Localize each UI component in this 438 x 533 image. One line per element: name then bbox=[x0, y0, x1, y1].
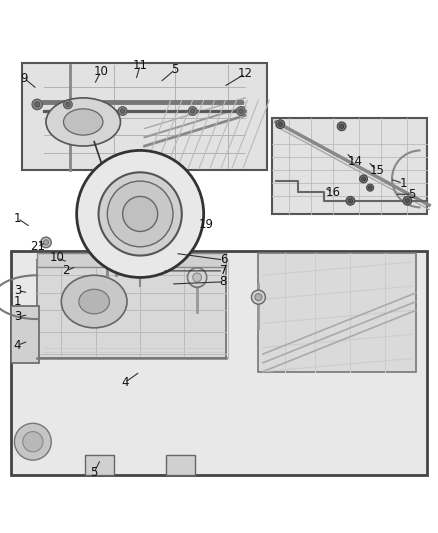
Circle shape bbox=[337, 122, 346, 131]
Circle shape bbox=[405, 199, 410, 203]
Text: 5: 5 bbox=[91, 466, 98, 479]
Circle shape bbox=[123, 197, 158, 231]
Circle shape bbox=[339, 124, 344, 128]
Text: 2: 2 bbox=[62, 264, 70, 277]
Bar bbox=[22, 63, 267, 170]
Circle shape bbox=[32, 99, 42, 110]
Circle shape bbox=[77, 150, 204, 278]
Text: 7: 7 bbox=[219, 264, 227, 277]
Text: 10: 10 bbox=[49, 251, 64, 264]
Circle shape bbox=[107, 258, 116, 266]
Circle shape bbox=[110, 247, 122, 260]
Bar bbox=[272, 118, 427, 214]
Circle shape bbox=[193, 276, 201, 284]
Text: 5: 5 bbox=[408, 188, 415, 201]
Text: 15: 15 bbox=[369, 164, 384, 176]
Text: 6: 6 bbox=[219, 253, 227, 266]
Circle shape bbox=[118, 107, 127, 115]
Circle shape bbox=[239, 109, 243, 113]
Bar bbox=[258, 253, 416, 372]
Circle shape bbox=[360, 175, 367, 183]
Text: 3: 3 bbox=[14, 310, 21, 324]
Text: 19: 19 bbox=[198, 219, 213, 231]
Text: 1: 1 bbox=[14, 295, 21, 308]
Circle shape bbox=[64, 100, 72, 109]
Circle shape bbox=[191, 109, 195, 113]
Circle shape bbox=[251, 290, 265, 304]
Bar bbox=[37, 253, 226, 266]
Circle shape bbox=[188, 107, 197, 115]
Circle shape bbox=[348, 199, 353, 203]
Circle shape bbox=[14, 423, 51, 460]
Ellipse shape bbox=[46, 98, 120, 146]
Circle shape bbox=[403, 197, 412, 205]
Circle shape bbox=[43, 240, 49, 245]
Ellipse shape bbox=[61, 275, 127, 328]
Text: 3: 3 bbox=[14, 284, 21, 297]
Text: 4: 4 bbox=[121, 376, 129, 389]
Circle shape bbox=[99, 172, 182, 255]
Text: 21: 21 bbox=[30, 240, 45, 253]
Ellipse shape bbox=[64, 109, 103, 135]
Circle shape bbox=[23, 432, 43, 452]
Circle shape bbox=[193, 273, 201, 282]
Circle shape bbox=[100, 237, 114, 251]
Circle shape bbox=[189, 272, 205, 287]
Text: 5: 5 bbox=[172, 63, 179, 76]
Circle shape bbox=[187, 268, 207, 287]
Circle shape bbox=[276, 120, 285, 128]
Circle shape bbox=[107, 181, 173, 247]
Circle shape bbox=[361, 177, 365, 181]
Text: 14: 14 bbox=[347, 155, 362, 168]
Circle shape bbox=[109, 237, 123, 251]
Text: 1: 1 bbox=[399, 177, 407, 190]
Text: 1: 1 bbox=[14, 212, 21, 225]
Bar bbox=[37, 260, 226, 359]
Circle shape bbox=[35, 102, 40, 107]
Circle shape bbox=[101, 247, 113, 260]
Circle shape bbox=[278, 122, 283, 126]
Circle shape bbox=[120, 109, 125, 113]
Ellipse shape bbox=[79, 289, 110, 314]
Text: 11: 11 bbox=[133, 59, 148, 71]
Text: 10: 10 bbox=[93, 65, 108, 78]
Circle shape bbox=[367, 184, 374, 191]
Circle shape bbox=[368, 186, 372, 189]
Bar bbox=[11, 306, 39, 363]
Circle shape bbox=[237, 107, 245, 115]
Circle shape bbox=[41, 237, 51, 248]
Text: 16: 16 bbox=[325, 185, 340, 198]
Bar bbox=[166, 455, 195, 474]
Circle shape bbox=[255, 294, 262, 301]
Text: 9: 9 bbox=[20, 71, 28, 85]
Circle shape bbox=[66, 102, 70, 107]
Circle shape bbox=[346, 197, 355, 205]
Text: 12: 12 bbox=[238, 67, 253, 80]
Text: 8: 8 bbox=[220, 276, 227, 288]
Bar bbox=[85, 455, 114, 474]
Circle shape bbox=[152, 237, 172, 256]
Bar bbox=[11, 251, 427, 474]
Text: 4: 4 bbox=[14, 339, 21, 352]
